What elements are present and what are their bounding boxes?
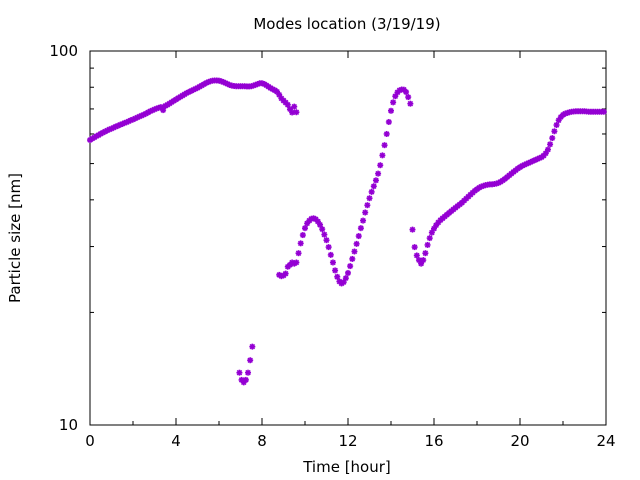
- chart-title: Modes location (3/19/19): [253, 15, 440, 33]
- x-tick-label: 12: [338, 432, 357, 450]
- data-point: [372, 177, 379, 184]
- data-point: [319, 226, 326, 233]
- data-point: [411, 244, 418, 251]
- data-point: [353, 240, 360, 247]
- data-point: [426, 235, 433, 242]
- data-point: [321, 231, 328, 238]
- data-point: [302, 225, 308, 232]
- data-point: [355, 233, 362, 240]
- x-tick-label: 16: [424, 432, 443, 450]
- data-point: [403, 88, 410, 95]
- y-axis-label: Particle size [nm]: [6, 173, 24, 303]
- x-tick-label: 4: [171, 432, 181, 450]
- data-point: [370, 183, 377, 190]
- data-point: [409, 226, 416, 233]
- x-tick-label: 20: [510, 432, 529, 450]
- data-point: [390, 99, 397, 106]
- data-point: [357, 225, 364, 232]
- data-point: [297, 240, 304, 247]
- data-point: [327, 251, 334, 258]
- data-point: [293, 109, 300, 116]
- data-point: [407, 100, 414, 107]
- data-point: [236, 369, 243, 376]
- data-point: [362, 209, 369, 216]
- x-tick-label: 24: [596, 432, 615, 450]
- x-tick-label: 0: [85, 432, 95, 450]
- data-point: [368, 188, 375, 195]
- data-point: [547, 141, 554, 148]
- data-point: [366, 195, 373, 202]
- data-point: [413, 252, 420, 259]
- y-axis: 10 100: [49, 42, 606, 434]
- data-point: [549, 135, 556, 142]
- data-point: [360, 217, 367, 224]
- data-point: [323, 237, 330, 244]
- data-point: [295, 250, 302, 257]
- data-point: [332, 267, 339, 274]
- data-point: [405, 94, 412, 101]
- data-point: [334, 273, 341, 280]
- data-point: [247, 357, 254, 364]
- data-point: [381, 142, 388, 149]
- data-point: [422, 250, 429, 257]
- data-point: [600, 108, 607, 115]
- data-point: [383, 130, 390, 137]
- data-point: [424, 241, 431, 248]
- data-point: [385, 118, 392, 125]
- data-point: [544, 146, 551, 153]
- data-point: [388, 107, 394, 114]
- y-tick-label: 100: [49, 42, 78, 60]
- data-point: [299, 232, 306, 239]
- data-point: [282, 270, 289, 277]
- x-tick-label: 8: [257, 432, 267, 450]
- data-point: [347, 263, 354, 270]
- data-point: [291, 103, 298, 110]
- data-point: [553, 122, 560, 129]
- data-point: [245, 369, 252, 376]
- data-point: [342, 275, 349, 282]
- data-point: [345, 269, 351, 276]
- data-point: [375, 170, 382, 177]
- data-point: [377, 162, 384, 169]
- data-points: [87, 77, 607, 386]
- y-tick-label: 10: [59, 416, 78, 434]
- x-axis-label: Time [hour]: [302, 458, 391, 476]
- data-point: [249, 343, 256, 350]
- data-point: [242, 376, 249, 383]
- data-point: [349, 255, 356, 262]
- data-point: [364, 202, 371, 209]
- data-point: [329, 259, 336, 266]
- data-point: [420, 257, 427, 264]
- data-point: [293, 259, 300, 266]
- data-point: [351, 248, 358, 255]
- data-point: [379, 152, 386, 159]
- data-point: [325, 244, 332, 251]
- data-point: [551, 128, 558, 135]
- x-axis: 0 4 8 12 16 20 24: [85, 51, 616, 450]
